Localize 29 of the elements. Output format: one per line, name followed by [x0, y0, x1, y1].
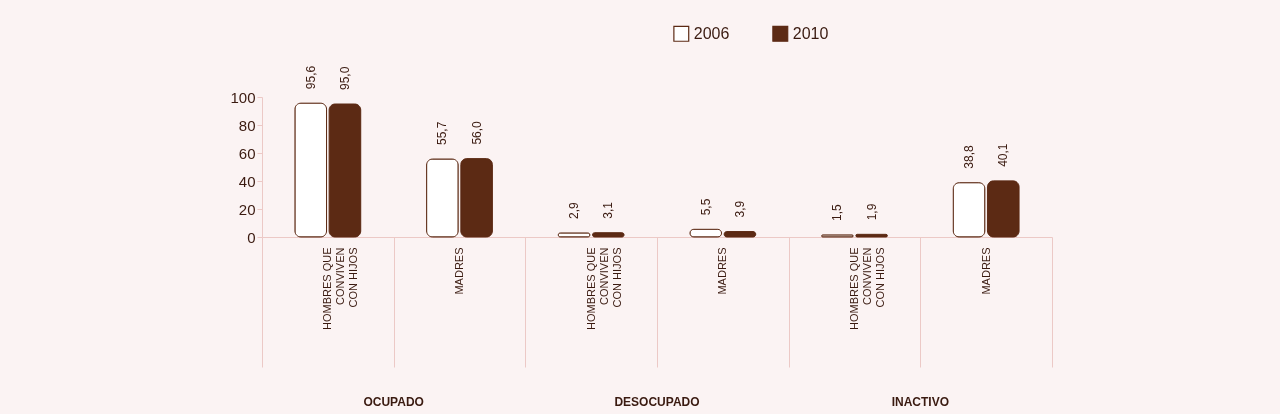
legend-label: 2006: [693, 24, 730, 42]
x-tick-label: HOMBRES QUE CONVIVEN CON HIJOS: [848, 247, 886, 331]
data-label: 56,0: [469, 120, 484, 145]
x-tick-label: HOMBRES QUE CONVIVEN CON HIJOS: [584, 247, 623, 331]
data-label: 95,0: [337, 66, 352, 90]
data-label: 3,1: [601, 201, 616, 219]
data-label: 40,1: [996, 143, 1011, 167]
data-label: 3,9: [732, 200, 747, 218]
x-tick-label: MADRES: [979, 247, 992, 295]
x-tick-label: HOMBRES QUE CONVIVEN CON HIJOS: [321, 247, 360, 331]
y-tick-label: 40: [238, 172, 256, 190]
y-tick-label: 80: [238, 116, 256, 134]
data-label: 1,5: [830, 203, 845, 221]
data-label: 55,7: [435, 121, 450, 146]
y-tick-label: 0: [247, 228, 256, 246]
legend-label: 2010: [792, 24, 829, 42]
text: DESOCUPADO: [614, 395, 700, 409]
data-label: 2,9: [567, 201, 582, 219]
data-label: 5,5: [698, 198, 713, 216]
data-label: 38,8: [962, 145, 977, 169]
text: INACTIVO: [891, 395, 950, 409]
x-tick-label: MADRES: [453, 247, 465, 295]
y-tick-label: 20: [238, 200, 256, 218]
data-label: 1,9: [864, 203, 879, 221]
text: OCUPADO: [363, 395, 424, 409]
y-tick-label: 100: [230, 88, 256, 106]
data-label: 95,6: [303, 65, 318, 90]
y-tick-label: 60: [238, 144, 256, 162]
x-tick-label: MADRES: [716, 247, 729, 295]
